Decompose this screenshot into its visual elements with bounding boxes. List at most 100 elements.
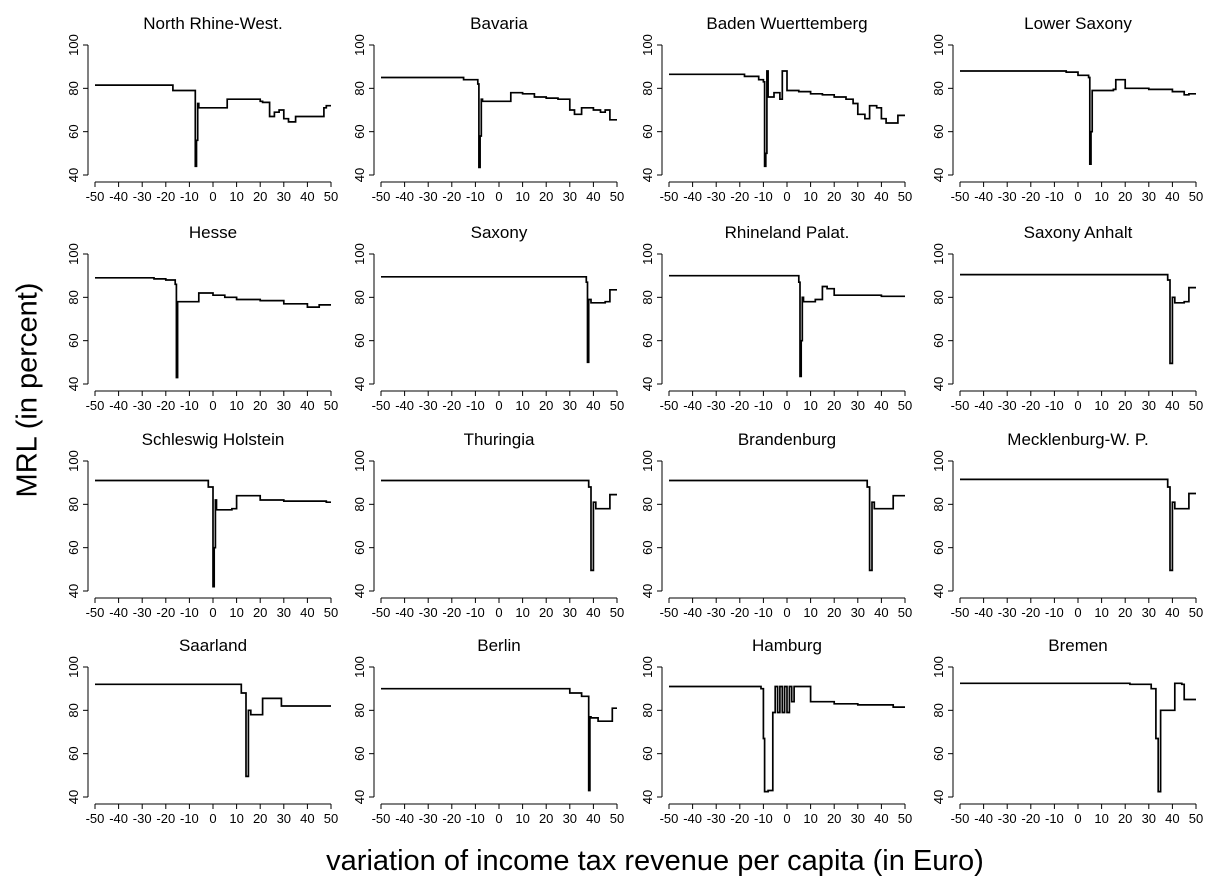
- y-tick-label: 60: [931, 540, 946, 554]
- y-tick-label: 100: [352, 450, 367, 472]
- x-tick-label: 40: [874, 398, 888, 413]
- x-tick-label: -10: [466, 189, 485, 204]
- panel-6: Rhineland Palat. -50 -40 -30 -20 -10 0 10 20 30 40…: [640, 223, 912, 413]
- x-tick-label: 40: [1165, 605, 1179, 620]
- panel-1: Bavaria -50 -40 -30 -20 -10 0 10 20 30 40 50 40 60 80 1…: [352, 14, 624, 204]
- y-tick-label: 60: [352, 540, 367, 554]
- x-tick-label: -10: [754, 605, 773, 620]
- x-tick-label: 20: [539, 189, 553, 204]
- x-tick-label: -40: [109, 189, 128, 204]
- x-tick-label: -40: [395, 811, 414, 826]
- x-tick-label: 40: [300, 189, 314, 204]
- x-tick-label: 30: [851, 811, 865, 826]
- x-tick-label: 0: [495, 189, 502, 204]
- x-tick-label: 50: [1189, 811, 1203, 826]
- x-tick-label: -20: [1021, 398, 1040, 413]
- y-tick-label: 60: [640, 540, 655, 554]
- x-tick-label: 50: [324, 189, 338, 204]
- x-tick-label: -20: [156, 189, 175, 204]
- x-tick-label: -50: [951, 398, 970, 413]
- x-tick-label: -20: [442, 605, 461, 620]
- x-tick-label: -10: [1045, 398, 1064, 413]
- y-tick-label: 80: [352, 81, 367, 95]
- x-tick-label: 50: [1189, 189, 1203, 204]
- x-tick-label: -20: [730, 398, 749, 413]
- x-tick-label: 10: [1094, 811, 1108, 826]
- y-tick-label: 60: [66, 124, 81, 138]
- y-tick-label: 40: [640, 168, 655, 182]
- y-tick-label: 60: [931, 124, 946, 138]
- x-tick-label: 50: [898, 605, 912, 620]
- x-tick-label: -40: [683, 811, 702, 826]
- x-tick-label: 10: [229, 398, 243, 413]
- y-tick-label: 60: [640, 124, 655, 138]
- x-tick-label: 10: [803, 811, 817, 826]
- y-tick-label: 40: [66, 168, 81, 182]
- series-line: [381, 687, 617, 792]
- y-tick-label: 100: [66, 450, 81, 472]
- y-tick-label: 80: [931, 703, 946, 717]
- y-tick-label: 40: [931, 168, 946, 182]
- x-tick-label: 40: [1165, 398, 1179, 413]
- panel-15: Bremen -50 -40 -30 -20 -10 0 10 20 30 40 50 40 60 80 10…: [931, 636, 1203, 826]
- x-tick-label: 0: [495, 811, 502, 826]
- series-line: [95, 479, 331, 588]
- series-line: [381, 479, 617, 572]
- y-tick-label: 40: [640, 377, 655, 391]
- x-tick-label: 30: [277, 398, 291, 413]
- x-tick-label: 10: [803, 189, 817, 204]
- x-tick-label: 0: [209, 605, 216, 620]
- x-tick-label: 50: [324, 811, 338, 826]
- x-tick-label: -50: [86, 398, 105, 413]
- x-tick-label: 20: [253, 189, 267, 204]
- x-tick-label: -30: [998, 189, 1017, 204]
- series-line: [960, 682, 1196, 793]
- x-tick-label: -40: [395, 189, 414, 204]
- x-tick-label: -40: [109, 605, 128, 620]
- series-line: [669, 479, 905, 572]
- x-tick-label: 10: [515, 189, 529, 204]
- x-tick-label: -30: [998, 605, 1017, 620]
- x-tick-label: 40: [1165, 189, 1179, 204]
- x-tick-label: -50: [951, 605, 970, 620]
- x-tick-label: 0: [783, 189, 790, 204]
- panel-title: Bremen: [1048, 636, 1108, 655]
- x-tick-label: 50: [610, 189, 624, 204]
- x-tick-label: -20: [156, 605, 175, 620]
- x-tick-label: -30: [707, 811, 726, 826]
- x-tick-label: 40: [874, 189, 888, 204]
- x-tick-label: 40: [300, 811, 314, 826]
- x-tick-label: -50: [660, 605, 679, 620]
- x-tick-label: 50: [1189, 605, 1203, 620]
- y-tick-label: 40: [66, 584, 81, 598]
- x-tick-label: 10: [1094, 189, 1108, 204]
- x-tick-label: -10: [1045, 605, 1064, 620]
- y-tick-label: 40: [931, 584, 946, 598]
- series-line: [960, 273, 1196, 365]
- x-tick-label: -30: [707, 189, 726, 204]
- x-tick-label: 20: [1118, 189, 1132, 204]
- panel-title: Mecklenburg-W. P.: [1007, 430, 1148, 449]
- x-tick-label: 40: [874, 811, 888, 826]
- y-tick-label: 100: [931, 450, 946, 472]
- panel-title: Hesse: [189, 223, 237, 242]
- x-tick-label: -30: [419, 605, 438, 620]
- x-tick-label: -10: [1045, 811, 1064, 826]
- panel-7: Saxony Anhalt -50 -40 -30 -20 -10 0 10 20 30 40 50 4…: [931, 223, 1203, 413]
- panel-title: Hamburg: [752, 636, 822, 655]
- y-tick-label: 40: [931, 790, 946, 804]
- x-tick-label: -20: [1021, 811, 1040, 826]
- x-tick-label: 30: [1142, 398, 1156, 413]
- x-tick-label: 20: [253, 605, 267, 620]
- x-tick-label: -40: [683, 398, 702, 413]
- y-tick-label: 100: [352, 656, 367, 678]
- x-tick-label: -10: [466, 605, 485, 620]
- x-tick-label: 40: [586, 398, 600, 413]
- panel-3: Lower Saxony -50 -40 -30 -20 -10 0 10 20 30 40 50 40…: [931, 14, 1203, 204]
- y-tick-label: 40: [931, 377, 946, 391]
- x-tick-label: 20: [1118, 398, 1132, 413]
- y-tick-label: 80: [66, 703, 81, 717]
- x-tick-label: 30: [1142, 605, 1156, 620]
